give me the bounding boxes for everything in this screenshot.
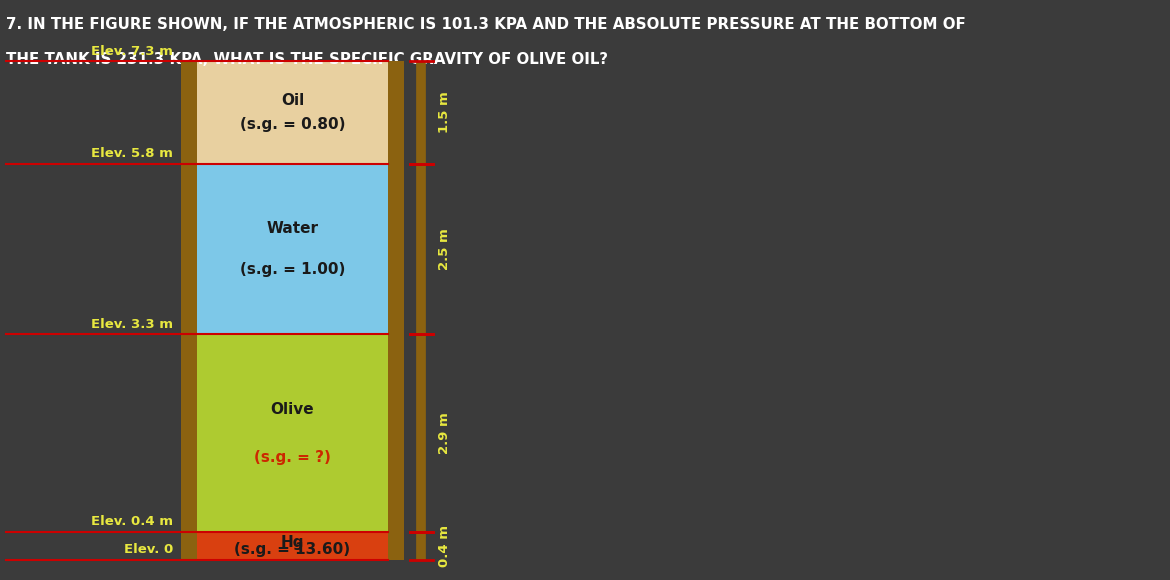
Text: Elev. 7.3 m: Elev. 7.3 m — [91, 45, 173, 57]
Text: Water: Water — [267, 221, 318, 236]
Bar — [197, 61, 388, 164]
Text: Elev. 5.8 m: Elev. 5.8 m — [91, 147, 173, 160]
Text: 2.9 m: 2.9 m — [438, 412, 452, 454]
Text: Elev. 3.3 m: Elev. 3.3 m — [91, 318, 173, 331]
Bar — [197, 334, 388, 532]
Text: Elev. 0: Elev. 0 — [124, 543, 173, 556]
Text: THE TANK IS 231.3 KPA, WHAT IS THE SPECIFIC GRAVITY OF OLIVE OIL?: THE TANK IS 231.3 KPA, WHAT IS THE SPECI… — [6, 52, 608, 67]
Bar — [388, 61, 404, 560]
Text: (s.g. = 13.60): (s.g. = 13.60) — [234, 542, 351, 557]
Text: (s.g. = 0.80): (s.g. = 0.80) — [240, 117, 345, 132]
Text: 7. IN THE FIGURE SHOWN, IF THE ATMOSPHERIC IS 101.3 KPA AND THE ABSOLUTE PRESSUR: 7. IN THE FIGURE SHOWN, IF THE ATMOSPHER… — [6, 17, 965, 32]
Text: Olive: Olive — [270, 402, 315, 417]
Text: Hg: Hg — [281, 535, 304, 550]
Text: 2.5 m: 2.5 m — [438, 228, 452, 270]
Text: Oil: Oil — [281, 93, 304, 108]
Text: (s.g. = ?): (s.g. = ?) — [254, 450, 331, 465]
Text: (s.g. = 1.00): (s.g. = 1.00) — [240, 262, 345, 277]
Text: 0.4 m: 0.4 m — [438, 525, 452, 567]
Text: 1.5 m: 1.5 m — [438, 92, 452, 133]
Bar — [197, 532, 388, 560]
Bar — [197, 164, 388, 334]
Bar — [181, 61, 197, 560]
Text: Elev. 0.4 m: Elev. 0.4 m — [91, 516, 173, 528]
